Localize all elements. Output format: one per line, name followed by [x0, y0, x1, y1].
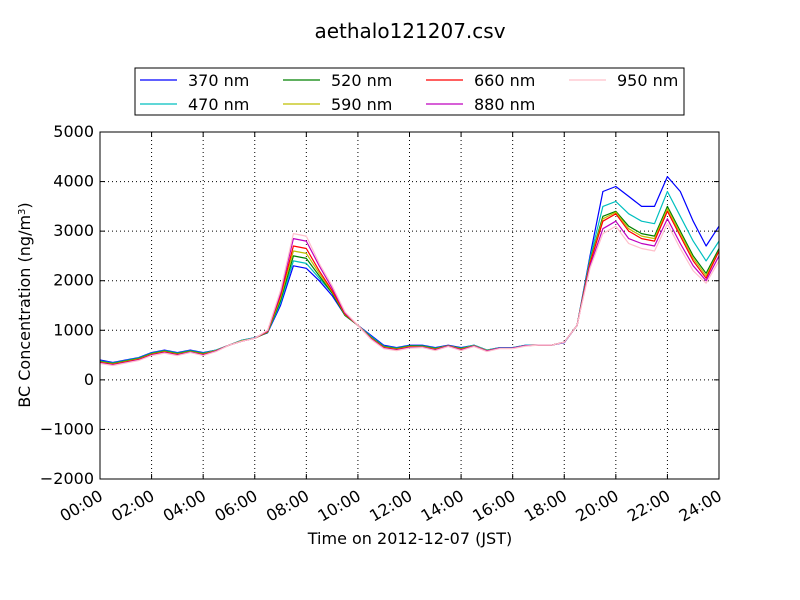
y-tick-label: 4000	[53, 172, 94, 191]
y-axis-title: BC Concentration (ng/m3)	[15, 202, 34, 407]
legend-label: 520 nm	[331, 71, 392, 90]
y-tick-label: 3000	[53, 221, 94, 240]
legend-label: 470 nm	[188, 95, 249, 114]
legend-item: 520 nm	[283, 71, 392, 90]
y-tick-labels: −2000 −1000 0 1000 2000 3000 4000 5000	[40, 122, 94, 488]
legend-item: 590 nm	[283, 95, 392, 114]
y-axis-title-main: BC Concentration (ng/m	[15, 215, 34, 408]
y-tick-label: 1000	[53, 320, 94, 339]
legend-label: 370 nm	[188, 71, 249, 90]
plot-area	[100, 176, 719, 367]
legend-label: 590 nm	[331, 95, 392, 114]
x-axis-title: Time on 2012-12-07 (JST)	[307, 529, 512, 548]
legend-item: 660 nm	[426, 71, 535, 90]
y-tick-label: −1000	[40, 419, 94, 438]
legend-box	[134, 67, 685, 116]
legend-label: 880 nm	[474, 95, 535, 114]
legend-item: 470 nm	[140, 95, 249, 114]
ticks	[99, 131, 720, 480]
legend: 370 nm 470 nm 520 nm 590 nm 660 nm 880 nm 950 …	[134, 67, 685, 116]
legend-label: 950 nm	[617, 71, 678, 90]
y-axis-title-end: )	[15, 202, 34, 208]
y-tick-label: 0	[84, 370, 94, 389]
legend-label: 660 nm	[474, 71, 535, 90]
legend-item: 370 nm	[140, 71, 249, 90]
y-tick-label: 2000	[53, 271, 94, 290]
y-tick-label: 5000	[53, 122, 94, 141]
series-line-950-nm	[100, 223, 719, 367]
y-tick-label: −2000	[40, 469, 94, 488]
legend-item: 880 nm	[426, 95, 535, 114]
y-axis-title-sup: 3	[17, 209, 28, 215]
chart-title: aethalo121207.csv	[314, 19, 505, 43]
legend-item: 950 nm	[569, 71, 678, 90]
series-layer	[100, 176, 719, 367]
